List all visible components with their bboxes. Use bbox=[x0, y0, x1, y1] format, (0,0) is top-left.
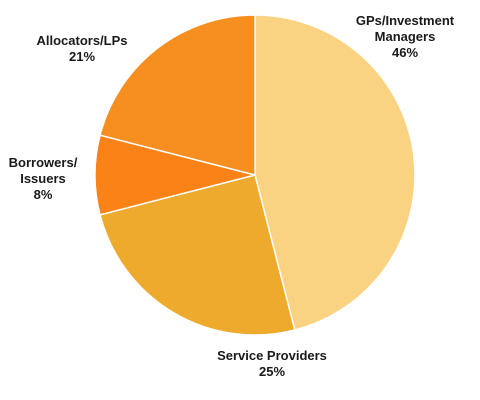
slice-percent: 21% bbox=[68, 49, 96, 64]
slice-label-line: Borrowers/ bbox=[8, 155, 78, 170]
slice-percent: 8% bbox=[33, 187, 53, 202]
slice-label-line: GPs/Investment bbox=[355, 13, 455, 28]
slice-label-borrowers-issuers: Borrowers/ Issuers 8% bbox=[2, 155, 84, 203]
slice-label-line: Managers bbox=[374, 29, 436, 44]
pie-slice-service-providers bbox=[99, 174, 296, 336]
slice-label-line: Service Providers bbox=[217, 348, 327, 363]
pie-slice-allocators-lps bbox=[99, 14, 256, 176]
slice-label-line: Allocators/LPs bbox=[36, 33, 128, 48]
slice-label-allocators-lps: Allocators/LPs 21% bbox=[22, 33, 142, 65]
slice-label-line: Issuers bbox=[20, 171, 66, 186]
pie-slice-gps-investment-managers bbox=[254, 14, 416, 331]
slice-label-gps-investment-managers: GPs/Investment Managers 46% bbox=[345, 13, 465, 61]
slice-percent: 25% bbox=[258, 364, 286, 379]
slice-label-service-providers: Service Providers 25% bbox=[197, 348, 347, 380]
slice-percent: 46% bbox=[391, 45, 419, 60]
